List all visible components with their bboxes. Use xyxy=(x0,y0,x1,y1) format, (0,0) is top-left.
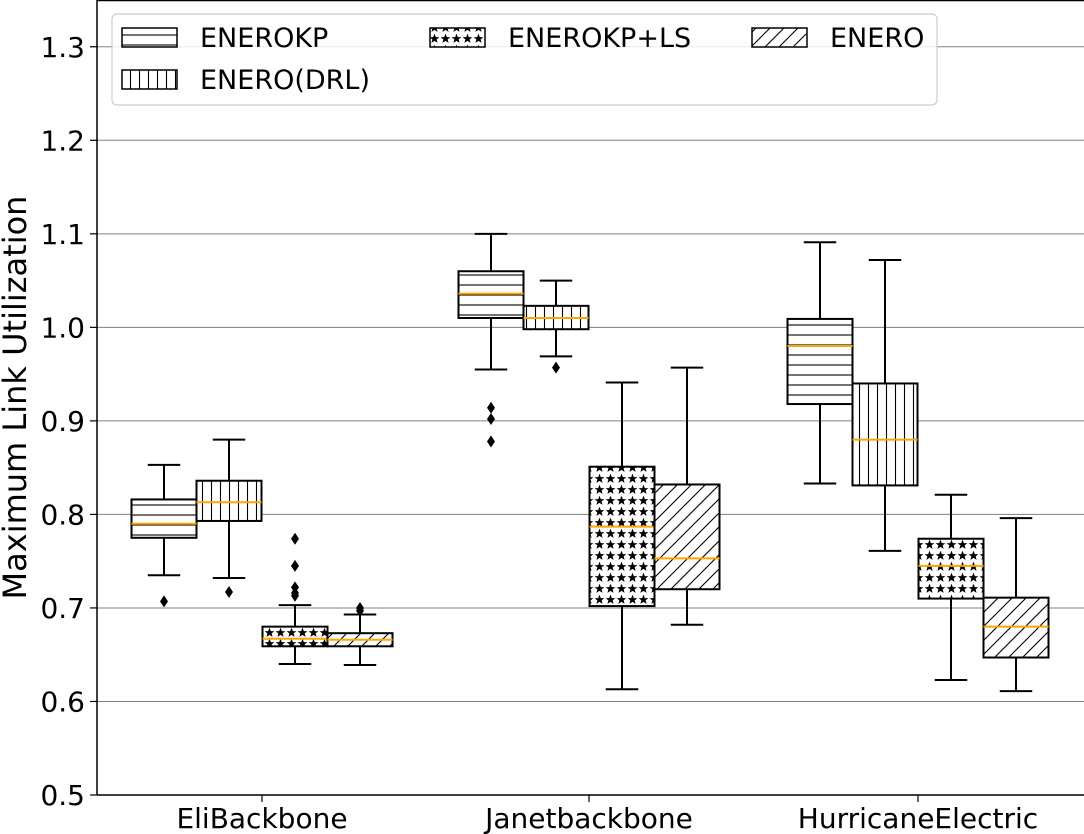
outlier-point xyxy=(356,601,364,614)
legend: ENEROKP ENERO(DRL) ENEROKP+LS ENERO xyxy=(111,13,938,106)
legend-swatch xyxy=(751,27,808,48)
y-tick-label: 1.2 xyxy=(40,124,85,157)
box-iqr xyxy=(851,382,919,487)
outlier-point xyxy=(487,435,495,448)
legend-label: ENERO xyxy=(830,23,924,54)
box-iqr xyxy=(130,498,198,539)
legend-label: ENEROKP+LS xyxy=(508,23,691,54)
outlier-point xyxy=(291,581,299,594)
legend-swatch xyxy=(429,27,486,48)
legend-swatch xyxy=(121,27,178,48)
outlier-point xyxy=(291,532,299,545)
legend-item-stars: ENEROKP+LS xyxy=(429,23,691,54)
box-iqr xyxy=(786,317,854,406)
box-vertical-1 xyxy=(522,279,590,374)
legend-item-diagonal: ENERO xyxy=(751,23,924,54)
y-tick-label: 0.7 xyxy=(40,592,85,625)
x-tick-label: HurricaneElectric xyxy=(798,802,1038,834)
box-horizontal-2 xyxy=(786,241,854,485)
y-tick-label: 1.1 xyxy=(40,218,85,251)
x-tick-label: EliBackbone xyxy=(176,802,347,834)
y-tick-label: 0.5 xyxy=(40,779,85,812)
grid-lines xyxy=(97,46,1084,796)
outlier-point xyxy=(487,413,495,426)
box-horizontal-0 xyxy=(130,463,198,608)
box-iqr xyxy=(195,479,263,522)
box-stars-1 xyxy=(588,381,656,691)
legend-swatch xyxy=(121,69,178,90)
outlier-point xyxy=(160,595,168,608)
box-vertical-2 xyxy=(851,259,919,552)
y-tick-label: 0.8 xyxy=(40,498,85,531)
outlier-point xyxy=(225,586,233,599)
box-vertical-0 xyxy=(195,438,263,599)
y-tick-label: 0.6 xyxy=(40,685,85,718)
outlier-point xyxy=(487,401,495,414)
box-diagonal-0 xyxy=(326,601,394,666)
box-groups xyxy=(130,232,1050,693)
box-stars-0 xyxy=(261,532,329,666)
x-tick-label: Janetbackbone xyxy=(483,802,693,834)
legend-item-horizontal: ENEROKP xyxy=(121,23,328,54)
box-iqr xyxy=(653,483,721,591)
y-tick-label: 0.9 xyxy=(40,405,85,438)
box-iqr xyxy=(917,537,985,600)
outlier-point xyxy=(552,361,560,374)
outlier-point xyxy=(291,559,299,572)
box-horizontal-1 xyxy=(457,232,525,448)
box-diagonal-1 xyxy=(653,366,721,626)
y-tick-label: 1.0 xyxy=(40,311,85,344)
legend-frame xyxy=(111,13,938,106)
box-stars-2 xyxy=(917,493,985,681)
box-iqr xyxy=(261,625,329,648)
box-iqr xyxy=(588,465,656,608)
y-tick-label: 1.3 xyxy=(40,31,85,64)
y-axis-title: Maximum Link Utilization xyxy=(0,196,34,600)
box-diagonal-2 xyxy=(982,517,1050,693)
legend-item-vertical: ENERO(DRL) xyxy=(121,65,370,96)
legend-label: ENERO(DRL) xyxy=(200,65,370,96)
legend-label: ENEROKP xyxy=(200,23,328,54)
